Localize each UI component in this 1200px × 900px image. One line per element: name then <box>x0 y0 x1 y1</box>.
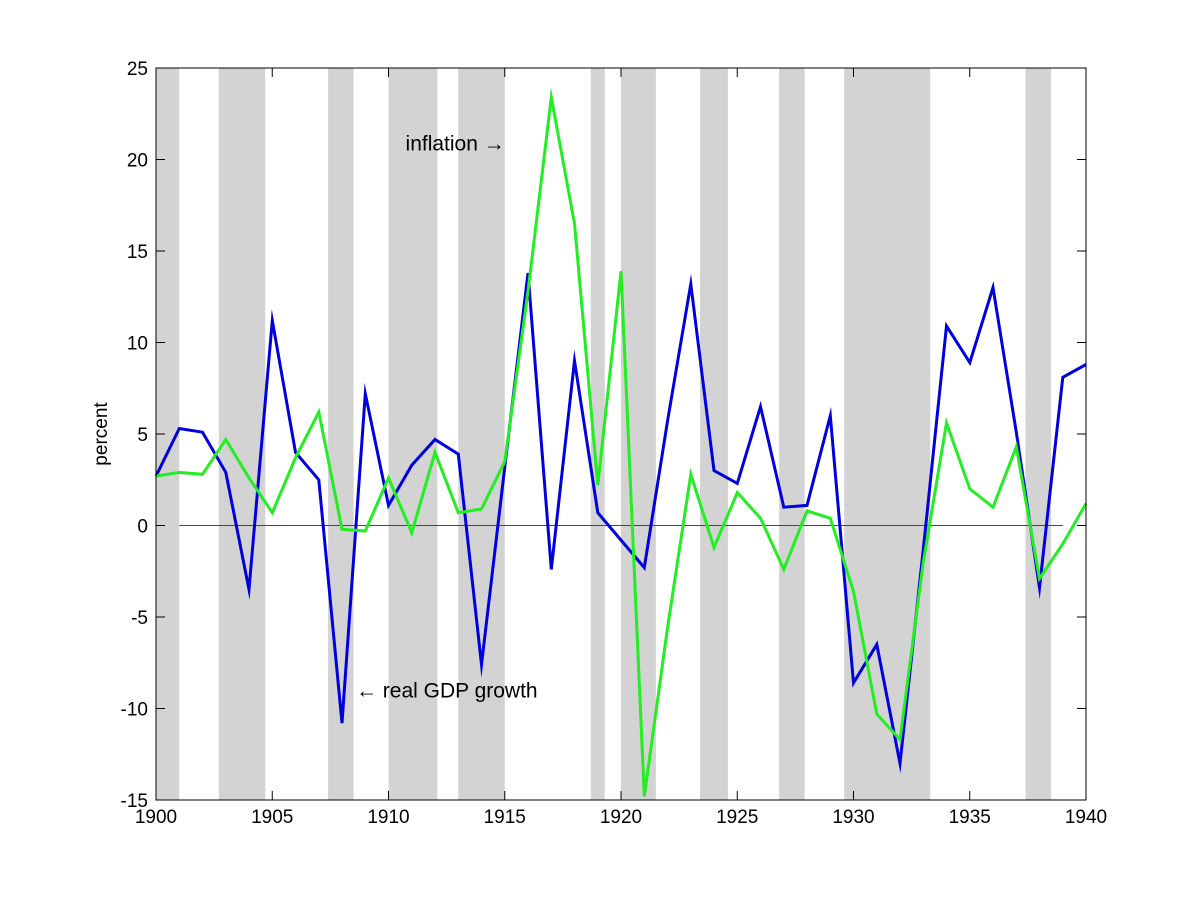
x-tick-label: 1900 <box>135 807 177 828</box>
annotation-0: inflation → <box>406 132 505 155</box>
y-tick-label: -5 <box>131 608 148 629</box>
series-lines <box>154 87 1088 797</box>
series-line-inflation <box>155 87 1088 797</box>
x-tick-label: 1930 <box>832 807 874 828</box>
shaded-period-4 <box>458 68 505 800</box>
y-tick-label: -15 <box>121 791 148 812</box>
y-tick-label: 15 <box>127 242 148 263</box>
shaded-period-8 <box>779 68 805 800</box>
y-tick-label: 5 <box>137 425 148 446</box>
series-line-real-gdp-growth <box>154 272 1087 774</box>
x-tick-label: 1925 <box>716 807 758 828</box>
annotations: inflation → ← real GDP growth <box>356 132 538 702</box>
y-tick-label: 0 <box>137 517 148 538</box>
axis-ticks: 1900 1905 1910 1915 1920 1925 1930 1935 1940 -15 -… <box>121 59 1108 828</box>
y-tick-label: 20 <box>127 151 148 172</box>
shaded-period-3 <box>388 68 438 800</box>
shaded-period-1 <box>218 68 266 800</box>
x-tick-label: 1915 <box>484 807 526 828</box>
shaded-period-5 <box>590 68 605 800</box>
x-tick-label: 1920 <box>600 807 642 828</box>
shaded-period-10 <box>1025 68 1052 800</box>
shaded-period-2 <box>328 68 354 800</box>
shaded-period-7 <box>700 68 728 800</box>
x-tick-label: 1910 <box>367 807 409 828</box>
y-tick-label: 10 <box>127 334 148 355</box>
shaded-period-9 <box>844 68 931 800</box>
y-tick-label: -10 <box>121 700 148 721</box>
recession-shading <box>156 68 1052 800</box>
y-axis-label: percent <box>91 402 112 466</box>
annotation-1: ← real GDP growth <box>356 680 538 703</box>
y-tick-label: 25 <box>127 59 148 80</box>
x-tick-label: 1935 <box>949 807 991 828</box>
x-tick-label: 1905 <box>251 807 293 828</box>
x-tick-label: 1940 <box>1065 807 1107 828</box>
